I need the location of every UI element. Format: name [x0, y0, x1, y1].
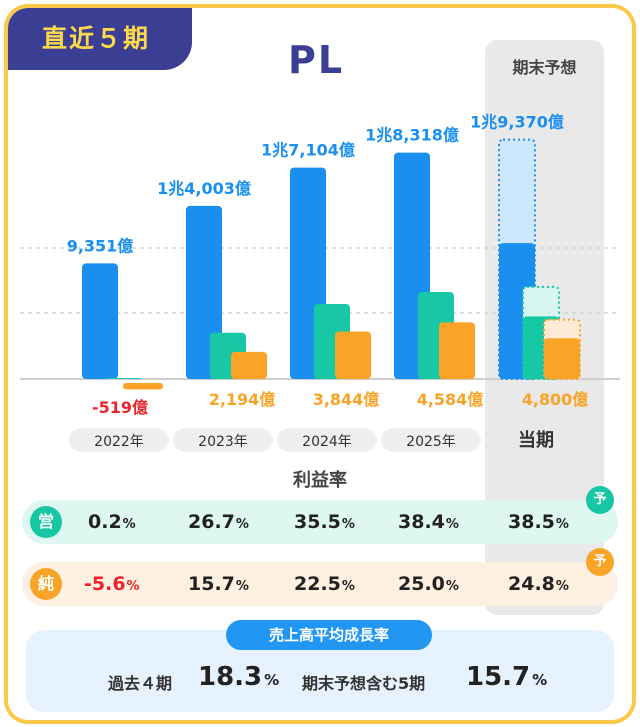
- net-data-label: 4,800億: [522, 390, 589, 409]
- category-label: 2024年: [302, 434, 352, 450]
- net-bar: [439, 322, 475, 379]
- operating-margin-value: 35.5%: [294, 511, 355, 533]
- pl-bar-chart: 9,351億 1兆4,003億 1兆7,104億 1兆8,318億 1兆9,370億 -5…: [20, 113, 620, 452]
- net-margin-value: 22.5%: [294, 573, 355, 595]
- category-label: 2023年: [198, 434, 248, 450]
- category-pill: [277, 428, 377, 452]
- net-forecast-badge: 予: [586, 548, 614, 576]
- category-label: 当期: [518, 429, 554, 451]
- forecast-growth-value: 15.7%: [466, 662, 548, 692]
- sales-data-label: 9,351億: [67, 236, 134, 255]
- past-growth-label: 過去４期: [108, 674, 173, 693]
- period-badge: 直近５期: [8, 8, 192, 70]
- category-label: 2022年: [94, 434, 144, 450]
- operating-forecast-badge: 予: [586, 486, 614, 514]
- net-bar: [544, 338, 580, 379]
- net-bar: [335, 331, 371, 379]
- sales-bar: [82, 263, 118, 379]
- net-data-label: 2,194億: [209, 390, 276, 409]
- net-bar: [231, 351, 267, 379]
- category-pill: [381, 428, 481, 452]
- net-data-label: 4,584億: [417, 390, 484, 409]
- operating-margin-row: 営 0.2% 26.7% 35.5% 38.4% 38.5%: [22, 500, 618, 544]
- category-pill: [69, 428, 169, 452]
- operating-margin-value: 38.5%: [508, 511, 569, 533]
- operating-margin-value: 26.7%: [188, 511, 249, 533]
- net-margin-row: 純 -5.6% 15.7% 22.5% 25.0% 24.8%: [22, 562, 618, 606]
- sales-data-label: 1兆4,003億: [157, 179, 251, 198]
- net-margin-value: 25.0%: [398, 573, 459, 595]
- category-label: 2025年: [406, 434, 456, 450]
- operating-icon: 営: [30, 506, 62, 538]
- operating-bar: [106, 378, 142, 379]
- operating-margin-value: 38.4%: [398, 511, 459, 533]
- forecast-growth-label: 期末予想含む5期: [302, 674, 426, 693]
- net-margin-value: 24.8%: [508, 573, 569, 595]
- net-margin-value: -5.6%: [84, 573, 140, 595]
- operating-margin-value: 0.2%: [88, 511, 136, 533]
- net-margin-value: 15.7%: [188, 573, 249, 595]
- chart-title: PL: [288, 38, 345, 82]
- past-growth-value: 18.3%: [198, 662, 280, 692]
- growth-rate-title: 売上高平均成長率: [226, 620, 432, 650]
- pl-card: 期末予想 直近５期 PL 9,351億 1兆4,003億 1兆7,104億 1兆8,3…: [4, 4, 636, 724]
- category-pill: [173, 428, 273, 452]
- sales-data-label: 1兆9,370億: [470, 113, 564, 132]
- net-icon: 純: [30, 568, 62, 600]
- period-badge-label: 直近５期: [41, 24, 150, 53]
- forecast-header: 期末予想: [512, 58, 577, 77]
- sales-data-label: 1兆7,104億: [261, 141, 355, 160]
- profit-margin-title: 利益率: [293, 470, 347, 491]
- sales-data-label: 1兆8,318億: [365, 126, 459, 145]
- net-data-label: 3,844億: [313, 390, 380, 409]
- net-bar: [123, 383, 163, 390]
- net-data-label: -519億: [92, 398, 148, 417]
